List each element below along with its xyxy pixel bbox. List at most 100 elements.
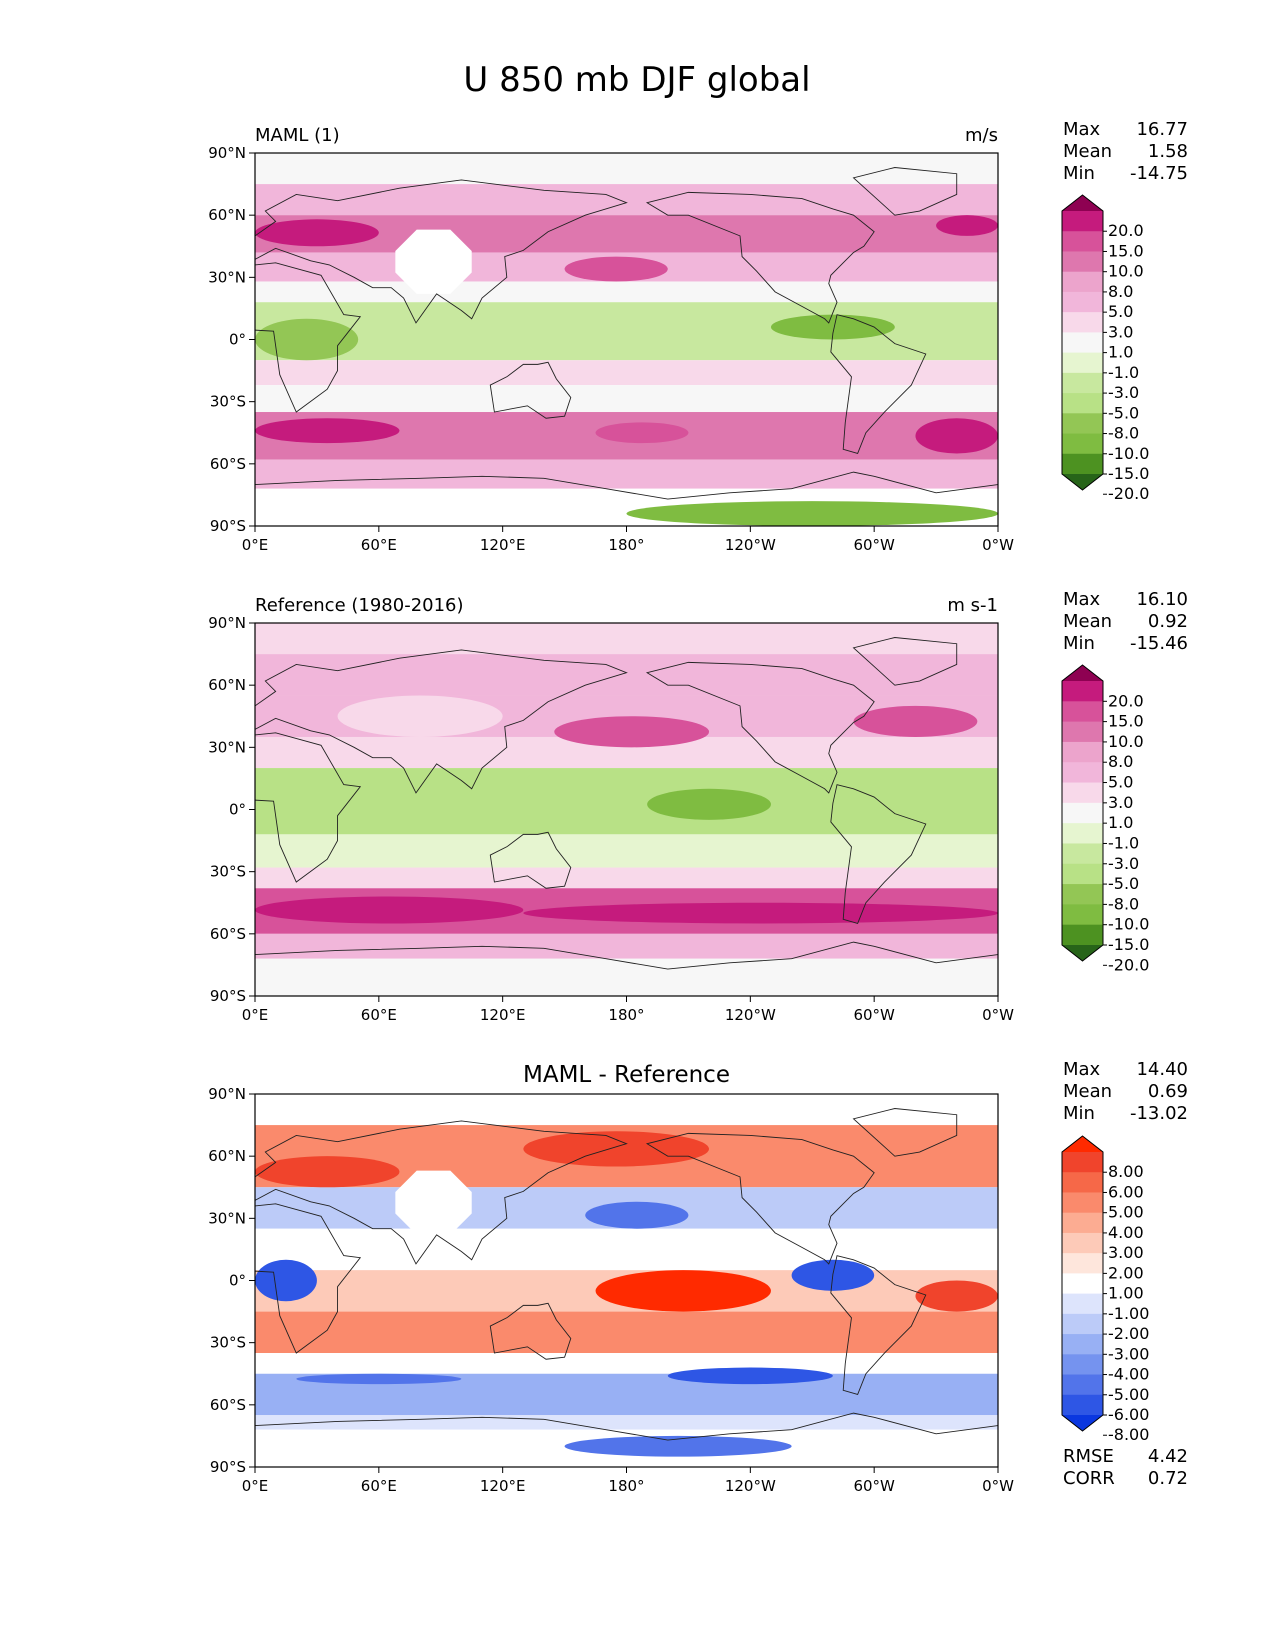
contour-band bbox=[255, 1228, 998, 1271]
coastline-greenland bbox=[852, 167, 958, 216]
x-tick-label: 180° bbox=[608, 536, 644, 554]
y-tick-label: 60°S bbox=[210, 925, 246, 943]
colorbar-segment bbox=[1062, 231, 1103, 252]
colorbar-label: -20.0 bbox=[1108, 484, 1149, 503]
colorbar-segment bbox=[1062, 1212, 1103, 1234]
stat-label: RMSE bbox=[1063, 1446, 1114, 1467]
x-tick-label: 0°W bbox=[982, 1477, 1014, 1495]
colorbar-label: -5.0 bbox=[1108, 403, 1139, 422]
colorbar-label: 4.00 bbox=[1108, 1223, 1144, 1242]
coastline-south-america bbox=[830, 314, 927, 455]
contour-patch bbox=[770, 314, 895, 340]
colorbar-outline bbox=[1061, 194, 1104, 491]
stat-value: -15.46 bbox=[1130, 633, 1188, 654]
coastline-africa bbox=[255, 262, 362, 413]
contour-patch bbox=[564, 1435, 792, 1457]
y-tick-label: 60°S bbox=[210, 455, 246, 473]
coastline-antarctica bbox=[255, 941, 998, 970]
contour-patch bbox=[564, 256, 668, 282]
stat-value: 16.77 bbox=[1136, 119, 1188, 140]
colorbar-segment bbox=[1062, 721, 1103, 743]
x-tick-label: 60°E bbox=[361, 1006, 397, 1024]
colorbar-segment bbox=[1062, 453, 1103, 475]
colorbar-segment bbox=[1062, 271, 1103, 293]
contour-patch bbox=[255, 1156, 400, 1188]
contour-patch bbox=[667, 1367, 833, 1385]
stat-label: Max bbox=[1063, 589, 1101, 610]
colorbar-label: -8.0 bbox=[1108, 894, 1139, 913]
axes: 0°E 60°E 120°E 180° 120°W 60°W 0°W 90°N 60°N 30°N… bbox=[208, 144, 1014, 554]
stats-block: Max 14.40 Mean 0.69 Min -13.02 RMSE 4.42 CORR 0.7… bbox=[1063, 1059, 1188, 1489]
colorbar-label: -5.00 bbox=[1108, 1385, 1149, 1404]
x-tick-label: 60°W bbox=[853, 536, 895, 554]
coastline-north-america bbox=[645, 1132, 875, 1265]
colorbar-extend-top bbox=[1062, 195, 1103, 211]
field bbox=[255, 153, 998, 526]
y-tick-label: 90°N bbox=[208, 614, 246, 632]
contour-patch bbox=[915, 418, 998, 454]
colorbar-segment bbox=[1062, 1334, 1103, 1355]
colorbar-segment bbox=[1062, 762, 1103, 784]
stat-value: 4.42 bbox=[1148, 1446, 1188, 1467]
contour-band bbox=[255, 958, 998, 996]
colorbar-label: 1.0 bbox=[1108, 343, 1133, 362]
colorbar-segment bbox=[1062, 1374, 1103, 1396]
contour-patch bbox=[936, 215, 998, 236]
stat-value: 0.92 bbox=[1148, 611, 1188, 632]
colorbar-label: 1.0 bbox=[1108, 813, 1133, 832]
colorbar-extend-bottom bbox=[1062, 474, 1103, 490]
colorbar-label: -1.00 bbox=[1108, 1304, 1149, 1323]
y-tick-label: 30°S bbox=[210, 1334, 246, 1352]
colorbar-segment bbox=[1062, 843, 1103, 865]
contour-band bbox=[255, 153, 998, 185]
colorbar-segment bbox=[1062, 332, 1103, 354]
x-tick-label: 0°W bbox=[982, 1006, 1014, 1024]
stat-label: Max bbox=[1063, 1059, 1101, 1080]
y-tick-label: 60°N bbox=[208, 676, 246, 694]
stat-value: 0.72 bbox=[1148, 1468, 1188, 1489]
colorbar-segment bbox=[1062, 291, 1103, 313]
y-tick-label: 0° bbox=[229, 801, 246, 819]
coastline-australia bbox=[489, 831, 572, 889]
contour-band bbox=[255, 215, 998, 253]
colorbar-segment bbox=[1062, 823, 1103, 844]
y-tick-label: 30°N bbox=[208, 1209, 246, 1227]
colorbar-label: -5.0 bbox=[1108, 874, 1139, 893]
contour-patch bbox=[255, 418, 400, 444]
colorbar: 20.015.0 10.08.05.03.0 1.0-1.0-3.0-5.0 -8.0… bbox=[1061, 194, 1149, 503]
colorbar-label: 10.0 bbox=[1108, 262, 1144, 281]
colorbar-outline bbox=[1061, 664, 1104, 962]
colorbar-label: 2.00 bbox=[1108, 1263, 1144, 1282]
contour-band bbox=[255, 1094, 998, 1126]
stat-value: 14.40 bbox=[1136, 1059, 1188, 1080]
units-label: m s-1 bbox=[947, 595, 998, 616]
coastline-north-america bbox=[645, 191, 875, 324]
colorbar-segment bbox=[1062, 884, 1103, 905]
colorbar-segment bbox=[1062, 211, 1103, 232]
x-tick-label: 0°W bbox=[982, 536, 1014, 554]
x-tick-label: 60°W bbox=[853, 1006, 895, 1024]
colorbar-segment bbox=[1062, 904, 1103, 926]
contour-band bbox=[255, 1311, 998, 1354]
stat-label: Max bbox=[1063, 119, 1101, 140]
colorbar-segment bbox=[1062, 413, 1103, 435]
colorbar-segment bbox=[1062, 1192, 1103, 1214]
colorbar-label: -1.0 bbox=[1108, 833, 1139, 852]
panels: 0°E 60°E 120°E 180° 120°W 60°W 0°W 90°N 60°N 30°N… bbox=[208, 119, 1188, 1495]
colorbar-extend-top bbox=[1062, 1136, 1103, 1152]
y-tick-label: 90°S bbox=[210, 517, 246, 535]
y-tick-label: 60°N bbox=[208, 1147, 246, 1165]
colorbar-segment bbox=[1062, 741, 1103, 763]
colorbar-segment bbox=[1062, 802, 1103, 824]
contour-band bbox=[255, 459, 998, 489]
colorbar: 8.006.00 5.004.003.002.00 1.00-1.00-2.00-3… bbox=[1061, 1135, 1149, 1444]
colorbar-outline bbox=[1061, 1135, 1104, 1432]
stat-label: Min bbox=[1063, 163, 1095, 184]
colorbar-segment bbox=[1062, 1273, 1103, 1295]
stat-label: Min bbox=[1063, 1103, 1095, 1124]
contour-patch bbox=[915, 1280, 998, 1312]
colorbar-label: -6.00 bbox=[1108, 1405, 1149, 1424]
coastline-north-america bbox=[645, 661, 875, 794]
contour-band bbox=[255, 385, 998, 413]
